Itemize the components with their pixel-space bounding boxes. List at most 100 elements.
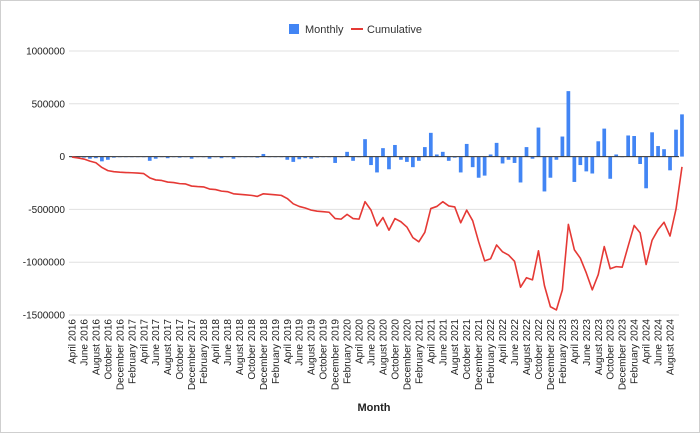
bar (578, 156, 583, 166)
x-tick-label: October 2021 (462, 319, 473, 380)
bar (88, 156, 92, 159)
x-tick-label: June 2023 (582, 319, 593, 366)
bar (219, 156, 224, 159)
bar (596, 141, 601, 157)
bar (189, 156, 194, 159)
bar (333, 156, 337, 163)
x-tick-label: October 2018 (247, 319, 258, 380)
bar (656, 146, 660, 157)
bar (153, 156, 158, 159)
x-tick-label: April 2017 (139, 319, 150, 364)
x-tick-label: April 2022 (498, 319, 509, 364)
bar (614, 154, 619, 157)
bar (303, 156, 308, 159)
monthly-bars (70, 91, 684, 192)
bar (82, 156, 86, 158)
x-axis-title: Month (358, 402, 391, 414)
x-tick-label: August 2017 (163, 319, 174, 376)
y-tick-label: -500000 (28, 205, 65, 216)
x-tick-label: December 2020 (402, 319, 413, 391)
x-tick-label: June 2024 (654, 319, 665, 366)
x-tick-label: February 2017 (127, 319, 138, 384)
bar (434, 154, 439, 157)
bar (530, 156, 535, 159)
bar (315, 156, 320, 158)
legend-label-monthly: Monthly (305, 24, 344, 36)
x-tick-label: June 2020 (367, 319, 378, 366)
x-tick-label: August 2019 (307, 319, 318, 376)
bar (536, 127, 541, 157)
x-tick-label: August 2021 (450, 319, 461, 376)
bar (482, 156, 487, 176)
bar (428, 132, 433, 157)
bar (548, 156, 553, 178)
bar (572, 156, 577, 182)
bar (506, 156, 511, 160)
bar (165, 156, 170, 159)
legend-swatch-monthly (289, 24, 299, 34)
x-tick-label: December 2021 (474, 319, 485, 391)
x-tick-label: August 2018 (235, 319, 246, 376)
bar (393, 144, 397, 157)
bar (411, 156, 415, 168)
bar (381, 148, 385, 157)
x-tick-label: February 2020 (343, 319, 354, 384)
x-tick-label: December 2018 (259, 319, 270, 391)
bar (417, 156, 421, 161)
bar (488, 154, 493, 157)
bar (297, 156, 302, 160)
bar (500, 156, 505, 164)
x-axis-labels: April 2016 June 2016 August 2016 October 20… (67, 319, 676, 391)
bar (100, 156, 104, 162)
bar (452, 156, 457, 158)
x-tick-label: April 2021 (426, 319, 437, 364)
x-tick-label: December 2022 (546, 319, 557, 391)
bar (446, 156, 451, 161)
y-tick-label: 0 (59, 152, 65, 163)
x-tick-label: February 2018 (199, 319, 210, 384)
bar (608, 156, 613, 179)
bar (255, 156, 260, 158)
x-tick-label: February 2023 (558, 319, 569, 384)
bar (680, 114, 684, 157)
bar (177, 156, 182, 158)
bar (584, 156, 589, 172)
x-tick-label: February 2022 (486, 319, 497, 384)
bar (554, 156, 559, 160)
x-tick-label: June 2019 (295, 319, 306, 366)
bar (285, 156, 290, 160)
x-tick-label: February 2024 (630, 319, 641, 384)
x-tick-label: October 2023 (606, 319, 617, 380)
bar (147, 156, 152, 161)
bar (602, 128, 607, 157)
bar (375, 156, 379, 173)
x-tick-label: April 2020 (355, 319, 366, 364)
bar (638, 156, 642, 164)
x-tick-label: February 2021 (414, 319, 425, 384)
x-tick-label: October 2017 (175, 319, 186, 380)
bar (345, 151, 349, 157)
x-tick-label: December 2017 (187, 319, 198, 391)
bar (650, 132, 654, 157)
x-tick-label: October 2016 (103, 319, 114, 380)
bar (351, 156, 355, 161)
x-tick-label: August 2022 (522, 319, 533, 376)
x-tick-label: August 2020 (378, 319, 389, 376)
x-tick-label: April 2019 (283, 319, 294, 364)
bar (112, 156, 116, 158)
y-tick-label: 500000 (32, 99, 66, 110)
bar (458, 156, 463, 173)
bar (560, 136, 565, 157)
bar (291, 156, 296, 162)
y-tick-label: -1000000 (23, 258, 66, 269)
bar (94, 156, 98, 159)
x-tick-label: August 2023 (594, 319, 605, 376)
bar (405, 156, 409, 162)
legend-label-cumulative: Cumulative (367, 24, 422, 36)
bar (387, 156, 391, 170)
bar (399, 156, 403, 160)
x-tick-label: February 2019 (271, 319, 282, 384)
bar (440, 151, 445, 157)
